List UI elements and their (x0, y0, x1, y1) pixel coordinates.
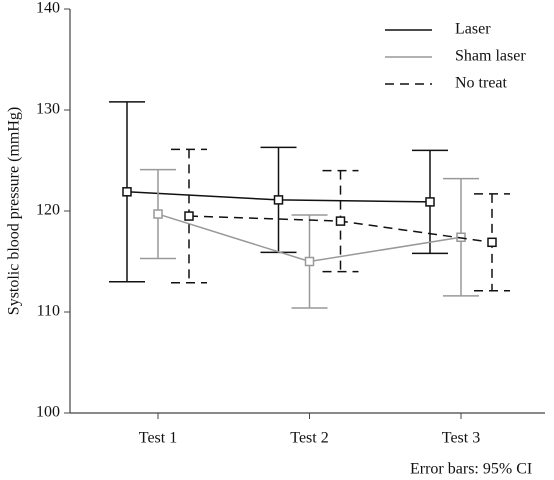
y-tick-label: 140 (36, 0, 60, 17)
y-tick-label: 120 (36, 202, 60, 219)
marker (184, 211, 194, 221)
marker (425, 197, 435, 207)
legend-label: Sham laser (455, 48, 526, 65)
x-tick-label: Test 3 (442, 430, 480, 447)
x-tick-label: Test 1 (139, 430, 177, 447)
marker (153, 209, 163, 219)
marker (304, 256, 315, 267)
note: Error bars: 95% CI (410, 461, 532, 478)
y-axis-label: Systolic blood pressure (mmHg) (6, 107, 23, 315)
legend-label: No treat (455, 75, 508, 92)
legend-label: Laser (455, 21, 491, 38)
marker (273, 195, 284, 205)
marker (122, 187, 132, 197)
y-tick-label: 130 (36, 101, 60, 118)
marker (487, 237, 497, 248)
marker (335, 216, 346, 226)
y-tick-label: 100 (36, 404, 60, 421)
y-tick-label: 110 (37, 303, 60, 320)
x-tick-label: Test 2 (290, 430, 328, 447)
